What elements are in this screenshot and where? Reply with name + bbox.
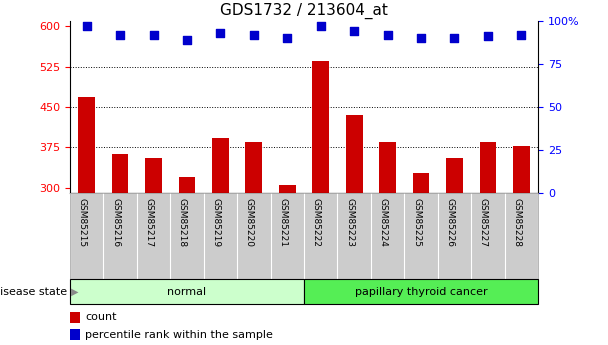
Point (115, 32, 125, 37)
Point (383, 32, 393, 37)
Point (349, 28, 359, 34)
Text: GSM85215: GSM85215 (78, 197, 86, 247)
Bar (304, 279, 538, 304)
Point (316, 23, 326, 29)
Bar (78, 97, 95, 193)
Text: percentile rank within the sample: percentile rank within the sample (85, 330, 273, 339)
Bar (70, 312, 80, 323)
Text: GSM85224: GSM85224 (379, 197, 388, 246)
Point (517, 32, 527, 37)
Point (182, 37, 192, 42)
Text: GSM85227: GSM85227 (479, 197, 488, 247)
Text: GSM85220: GSM85220 (245, 197, 254, 247)
Text: GSM85222: GSM85222 (312, 197, 321, 246)
Bar (145, 158, 162, 193)
Bar (480, 142, 496, 193)
Text: GSM85228: GSM85228 (513, 197, 521, 247)
Bar (246, 142, 262, 193)
Text: papillary thyroid cancer: papillary thyroid cancer (354, 287, 488, 296)
Text: GSM85225: GSM85225 (412, 197, 421, 247)
Bar (279, 185, 295, 193)
Text: GSM85218: GSM85218 (178, 197, 187, 247)
Point (416, 35, 426, 41)
Text: disease state: disease state (0, 287, 67, 296)
Bar (379, 142, 396, 193)
Bar (70, 279, 304, 304)
Point (449, 35, 460, 41)
Text: count: count (85, 313, 116, 322)
Text: normal: normal (167, 287, 207, 296)
Point (249, 32, 259, 37)
Bar (179, 177, 195, 193)
Bar (313, 61, 329, 193)
Bar (112, 154, 128, 193)
Point (81, 23, 91, 29)
Text: GSM85216: GSM85216 (111, 197, 120, 247)
Bar (513, 146, 530, 193)
Text: GSM85226: GSM85226 (446, 197, 454, 247)
Bar (70, 329, 80, 340)
Text: GSM85219: GSM85219 (212, 197, 220, 247)
Bar (212, 138, 229, 193)
Point (282, 35, 292, 41)
Bar (346, 115, 362, 193)
Text: GSM85221: GSM85221 (278, 197, 287, 247)
Title: GDS1732 / 213604_at: GDS1732 / 213604_at (220, 3, 388, 19)
Point (483, 33, 493, 39)
Text: GSM85223: GSM85223 (345, 197, 354, 247)
Point (148, 32, 158, 37)
Text: ▶: ▶ (71, 287, 78, 296)
Bar (446, 158, 463, 193)
Bar (413, 173, 429, 193)
Point (215, 30, 225, 36)
Text: GSM85217: GSM85217 (145, 197, 153, 247)
